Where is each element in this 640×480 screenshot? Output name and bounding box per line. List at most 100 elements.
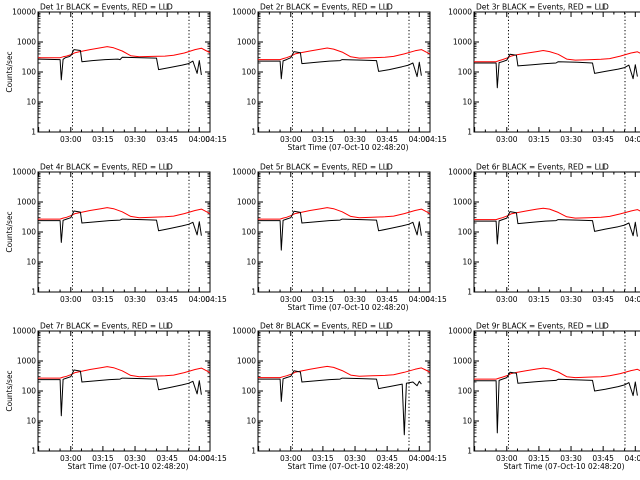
x-tick-label: 03:45 <box>592 295 614 304</box>
x-axis-label: Start Time (07-Oct-10 02:48:20) <box>287 462 408 471</box>
y-tick-label: 1000 <box>237 198 256 207</box>
y-tick-label: 10 <box>246 258 256 267</box>
y-tick-label: 10000 <box>12 327 36 336</box>
y-tick-label: 1 <box>31 447 36 456</box>
x-tick-label: 03:30 <box>124 454 146 463</box>
x-axis-label: Start Time (07-Oct-10 02:48:20) <box>287 143 408 152</box>
x-tick-label: 03:45 <box>592 135 614 144</box>
panel-title: Det 5r BLACK = Events, RED = LLD <box>260 163 393 172</box>
panel-title: Det 3r BLACK = Events, RED = LLD <box>476 3 609 12</box>
x-tick-label: 04:00 <box>624 454 640 463</box>
y-tick-label: 100 <box>458 228 473 237</box>
x-axis-label: Start Time (07-Oct-10 02:48:20) <box>67 462 188 471</box>
x-tick-label: 04:15 <box>205 135 227 144</box>
y-tick-label: 10000 <box>12 168 36 177</box>
y-tick-label: 1000 <box>17 38 36 47</box>
series-line-lld <box>38 46 211 59</box>
x-tick-label: 03:00 <box>496 295 518 304</box>
x-tick-label: 03:15 <box>92 135 114 144</box>
x-tick-label: 03:00 <box>60 135 82 144</box>
y-tick-label: 10 <box>26 98 36 107</box>
x-tick-label: 03:15 <box>528 135 550 144</box>
panel-title: Det 4r BLACK = Events, RED = LLD <box>40 163 173 172</box>
y-tick-label: 1000 <box>17 198 36 207</box>
panel-title: Det 1r BLACK = Events, RED = LLD <box>40 3 173 12</box>
y-tick-label: 10 <box>246 98 256 107</box>
x-tick-label: 03:30 <box>560 295 582 304</box>
x-tick-label: 04:15 <box>205 454 227 463</box>
x-tick-label: 04:00 <box>408 135 430 144</box>
x-tick-label: 03:00 <box>280 454 302 463</box>
x-tick-label: 03:30 <box>560 454 582 463</box>
x-tick-label: 03:45 <box>156 454 178 463</box>
x-tick-label: 03:15 <box>528 454 550 463</box>
y-tick-label: 10000 <box>448 168 472 177</box>
series-line-events <box>474 371 638 434</box>
x-tick-label: 03:45 <box>376 135 398 144</box>
plot-frame <box>257 11 431 133</box>
series-line-events <box>37 49 202 81</box>
x-tick-label: 03:00 <box>60 295 82 304</box>
series-line-events <box>258 51 422 80</box>
x-tick-label: 03:15 <box>528 295 550 304</box>
x-tick-label: 03:30 <box>344 454 366 463</box>
x-tick-label: 03:00 <box>60 454 82 463</box>
y-tick-label: 100 <box>458 387 473 396</box>
y-tick-label: 10 <box>26 258 36 267</box>
y-tick-label: 10 <box>462 417 472 426</box>
x-tick-label: 04:15 <box>205 295 227 304</box>
y-tick-label: 100 <box>22 387 37 396</box>
series-line-lld <box>38 366 211 379</box>
x-tick-label: 03:00 <box>280 135 302 144</box>
series-line-lld <box>474 207 640 221</box>
y-axis-label: Counts/sec <box>5 370 14 411</box>
panel-title: Det 6r BLACK = Events, RED = LLD <box>476 163 609 172</box>
y-tick-label: 1000 <box>237 38 256 47</box>
corner-mark: L <box>386 3 391 12</box>
y-tick-label: 1 <box>251 288 256 297</box>
x-tick-label: 03:30 <box>124 135 146 144</box>
x-tick-label: 03:15 <box>312 454 334 463</box>
series-line-lld <box>258 365 431 379</box>
y-tick-label: 10000 <box>232 8 256 17</box>
corner-mark: L <box>602 3 607 12</box>
plot-frame <box>473 171 640 293</box>
corner-mark: L <box>602 322 607 331</box>
y-tick-label: 1000 <box>237 357 256 366</box>
plot-frame <box>37 171 211 293</box>
series-line-events <box>474 211 638 245</box>
series-line-lld <box>258 207 431 220</box>
x-tick-label: 03:45 <box>592 454 614 463</box>
y-tick-label: 1000 <box>453 198 472 207</box>
panel-title: Det 9r BLACK = Events, RED = LLD <box>476 322 609 331</box>
x-axis-label: Start Time (07-Oct-10 02:48:20) <box>287 303 408 312</box>
y-tick-label: 10000 <box>12 8 36 17</box>
series-line-events <box>38 369 202 417</box>
x-tick-label: 03:30 <box>124 295 146 304</box>
x-tick-label: 03:45 <box>376 454 398 463</box>
series-line-lld <box>258 47 431 61</box>
x-tick-label: 03:30 <box>344 295 366 304</box>
y-tick-label: 100 <box>22 228 37 237</box>
panel-title: Det 7r BLACK = Events, RED = LLD <box>40 322 173 331</box>
x-tick-label: 04:00 <box>188 295 210 304</box>
panel-title: Det 8r BLACK = Events, RED = LLD <box>260 322 393 331</box>
x-tick-label: 03:30 <box>344 135 366 144</box>
series-line-lld <box>38 207 211 220</box>
y-tick-label: 1 <box>467 128 472 137</box>
x-tick-label: 03:15 <box>312 135 334 144</box>
x-tick-label: 03:00 <box>280 295 302 304</box>
plot-frame <box>257 171 431 293</box>
series-line-events <box>38 210 202 243</box>
x-tick-label: 03:15 <box>92 295 114 304</box>
